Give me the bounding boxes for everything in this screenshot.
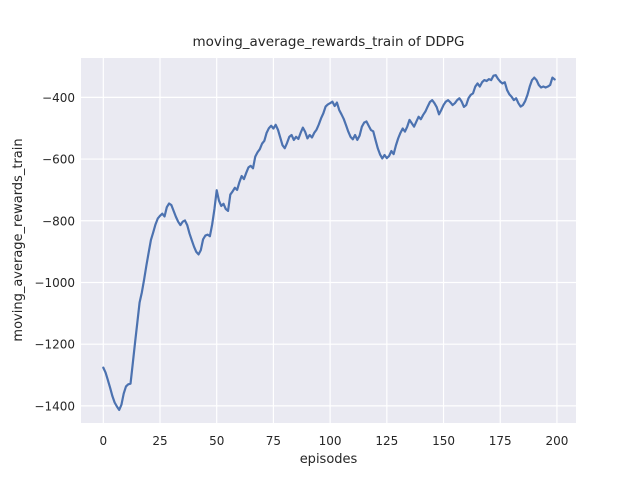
x-tick-label: 25 — [152, 434, 167, 448]
x-tick-label: 0 — [99, 434, 107, 448]
y-axis-tick-labels: −400 −600 −800 −1000 −1200 −1400 — [34, 91, 75, 414]
y-tick-label: −600 — [42, 153, 75, 167]
x-tick-label: 150 — [432, 434, 455, 448]
chart-title: moving_average_rewards_train of DDPG — [193, 34, 465, 50]
x-tick-label: 100 — [319, 434, 342, 448]
x-tick-label: 175 — [489, 434, 512, 448]
x-axis-label: episodes — [300, 452, 358, 467]
y-tick-label: −1000 — [34, 276, 75, 290]
x-tick-label: 50 — [209, 434, 224, 448]
y-tick-label: −1400 — [34, 399, 75, 413]
x-tick-label: 125 — [375, 434, 398, 448]
grid-lines — [81, 58, 576, 423]
x-tick-label: 75 — [266, 434, 281, 448]
y-tick-label: −800 — [42, 214, 75, 228]
data-line-series — [102, 74, 556, 412]
plot-area — [81, 58, 576, 423]
y-tick-label: −400 — [42, 91, 75, 105]
x-axis-tick-labels: 0 25 50 75 100 125 150 175 200 — [99, 434, 568, 448]
y-tick-label: −1200 — [34, 338, 75, 352]
y-axis-label: moving_average_rewards_train — [11, 138, 26, 341]
x-tick-label: 200 — [545, 434, 568, 448]
